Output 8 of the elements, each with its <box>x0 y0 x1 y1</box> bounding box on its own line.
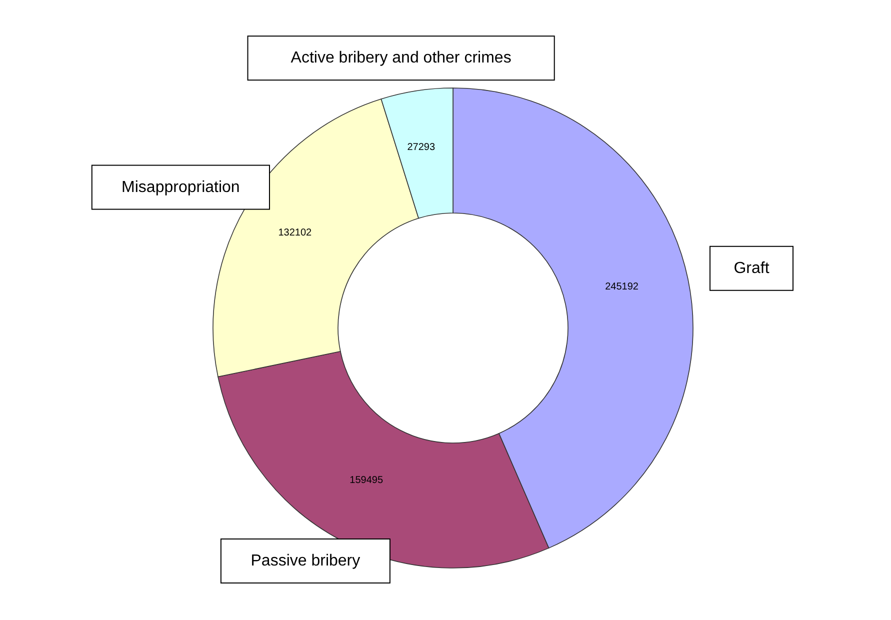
slice-label: Graft <box>734 260 770 277</box>
data-label: 132102 <box>278 228 312 239</box>
slice-label: Passive bribery <box>250 552 360 570</box>
data-label: 27293 <box>407 142 436 154</box>
data-label: 159495 <box>350 475 384 486</box>
data-label: 245192 <box>605 281 639 292</box>
slice-label: Misappropriation <box>122 178 240 196</box>
slice-label: Active bribery and other crimes <box>290 50 512 67</box>
